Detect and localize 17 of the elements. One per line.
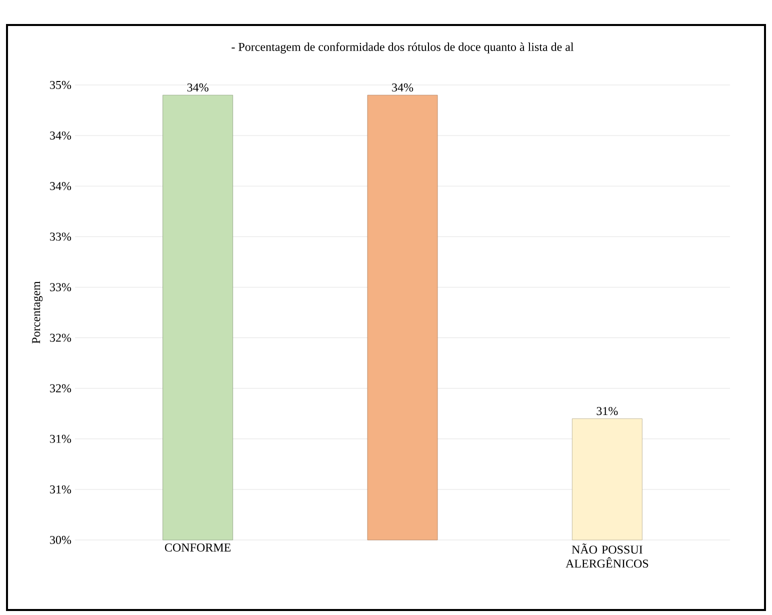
y-tick-label: 32%: [50, 334, 72, 342]
chart-title: - Porcentagem de conformidade dos rótulos de doce quanto à lista de al: [232, 42, 574, 54]
y-tick-label: 32%: [50, 384, 72, 392]
data-label: 31%: [596, 406, 618, 416]
y-tick-label: 30%: [50, 536, 72, 544]
y-tick-label: 35%: [50, 80, 72, 90]
y-tick-label: 34%: [50, 182, 72, 190]
y-tick-label: 31%: [50, 434, 72, 443]
data-label: 34%: [392, 83, 414, 92]
y-tick-label: 31%: [50, 485, 72, 494]
y-axis-title: Porcentagem: [32, 281, 43, 344]
y-tick-label: 33%: [50, 232, 72, 241]
y-tick-label: 33%: [50, 283, 72, 292]
y-tick-label: 34%: [50, 131, 72, 140]
data-label: 34%: [187, 83, 208, 92]
x-tick-label: CONFORME: [164, 544, 231, 552]
x-tick-label: NÃO POSSUI ALERGÊNICOS: [566, 544, 648, 568]
